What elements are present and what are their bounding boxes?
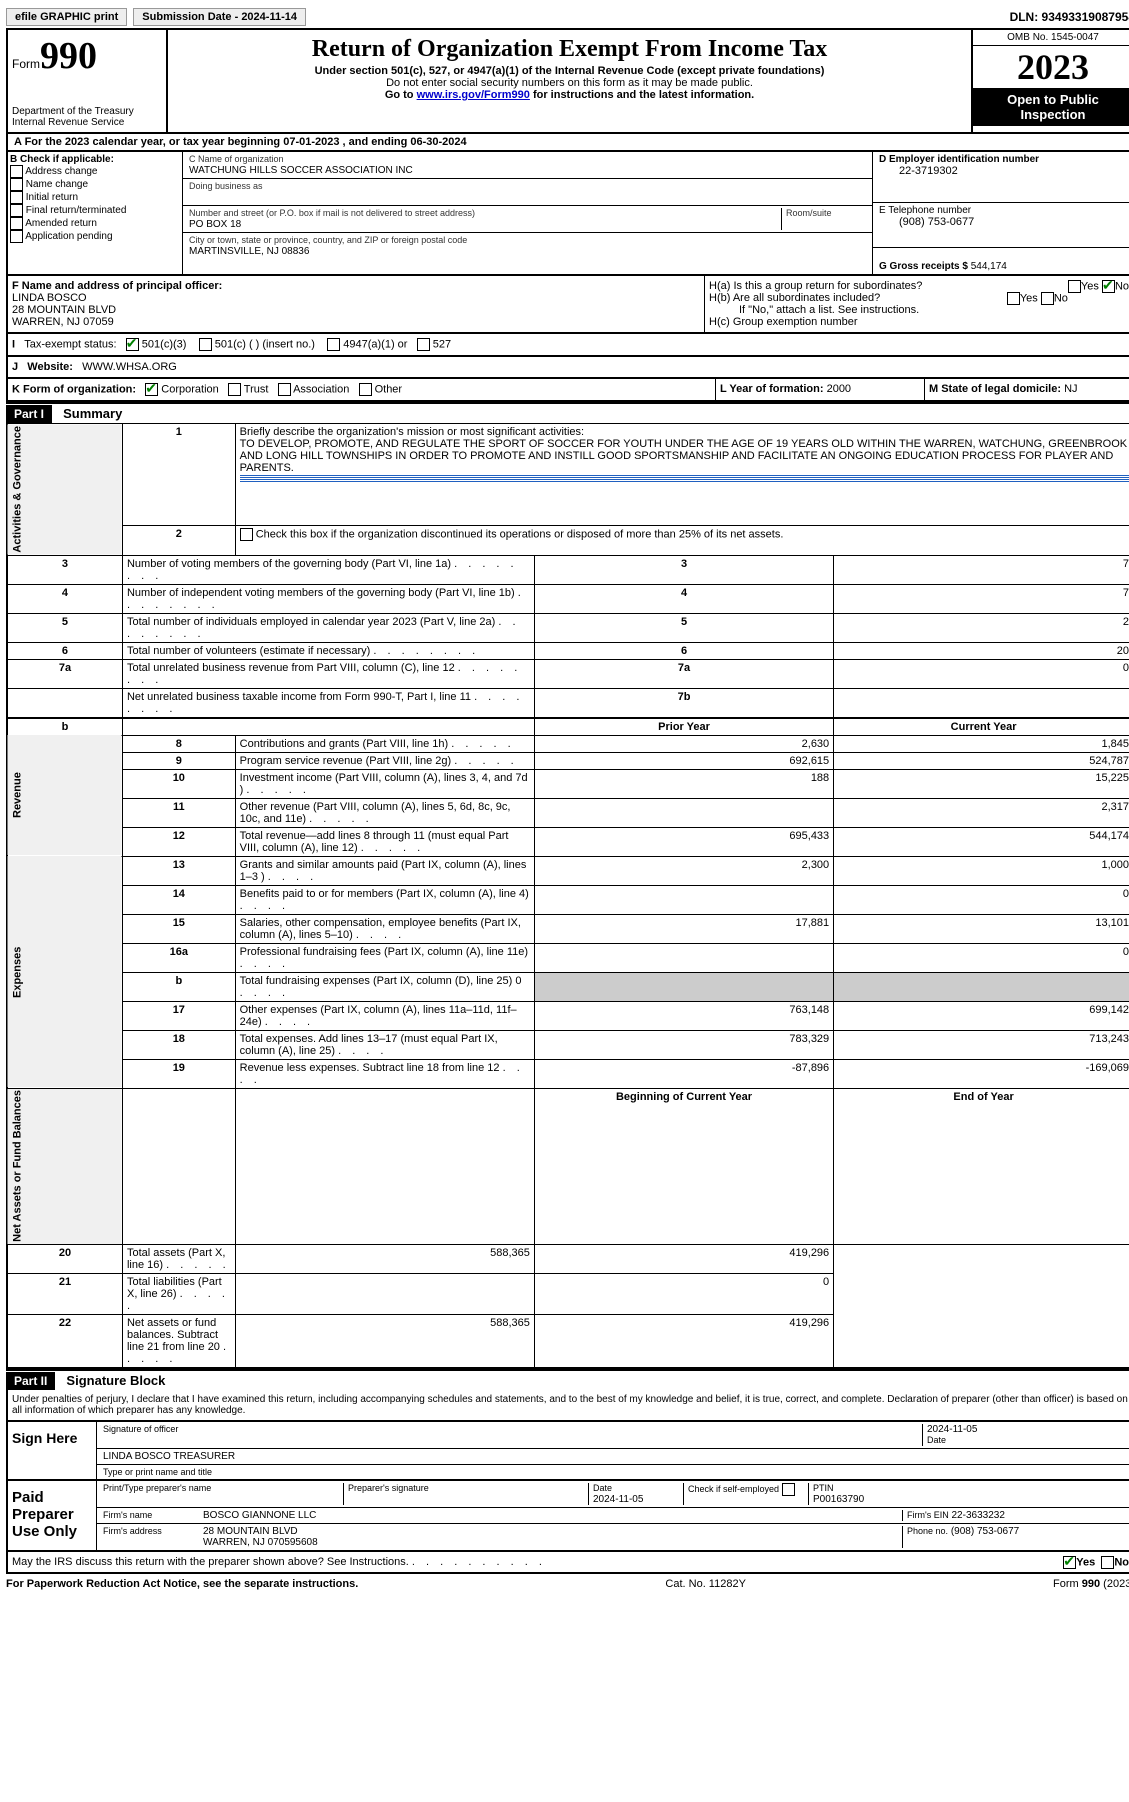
irs-label: Internal Revenue Service	[12, 117, 162, 128]
gross-receipts: 544,174	[971, 261, 1007, 272]
tax-year: 2023	[973, 46, 1129, 88]
officer-name: LINDA BOSCO	[12, 292, 87, 304]
part2-header: Part II	[6, 1372, 55, 1390]
signature-block: Sign Here Signature of officer2024-11-05…	[6, 1422, 1129, 1481]
section-m: M State of legal domicile: NJ	[925, 379, 1129, 400]
tab-netassets: Net Assets or Fund Balances	[7, 1088, 122, 1245]
website: WWW.WHSA.ORG	[82, 361, 177, 373]
form-number: 990	[40, 34, 97, 78]
form-word: Form	[12, 57, 40, 71]
subtitle-3: Go to www.irs.gov/Form990 for instructio…	[176, 89, 963, 101]
summary-table: Activities & Governance 1 Briefly descri…	[6, 423, 1129, 1369]
section-b: B Check if applicable: Address change Na…	[8, 152, 183, 274]
form-header: Form 990 Department of the Treasury Inte…	[6, 30, 1129, 134]
section-f: F Name and address of principal officer:…	[8, 276, 705, 332]
paid-preparer-label: Paid Preparer Use Only	[8, 1481, 97, 1550]
sign-here-label: Sign Here	[8, 1422, 97, 1479]
part1-header: Part I	[6, 405, 52, 423]
501c3-checkbox[interactable]	[126, 338, 139, 351]
mission-text: TO DEVELOP, PROMOTE, AND REGULATE THE SP…	[240, 438, 1127, 474]
ein: 22-3719302	[879, 165, 1127, 177]
section-i: I Tax-exempt status: 501(c)(3) 501(c) ( …	[6, 334, 1129, 357]
ptin: P00163790	[813, 1494, 864, 1505]
dln: DLN: 93493319087954	[1010, 10, 1129, 24]
section-k: K Form of organization: Corporation Trus…	[8, 379, 716, 400]
page-footer: For Paperwork Reduction Act Notice, see …	[6, 1574, 1129, 1594]
part1-title: Summary	[55, 404, 130, 423]
section-j: J Website: WWW.WHSA.ORG	[6, 357, 1129, 379]
tab-governance: Activities & Governance	[7, 424, 122, 556]
perjury-statement: Under penalties of perjury, I declare th…	[6, 1390, 1129, 1422]
part2-title: Signature Block	[58, 1371, 173, 1390]
officer-sig-name: LINDA BOSCO TREASURER	[103, 1451, 235, 1462]
phone: (908) 753-0677	[879, 216, 1127, 228]
line-a: A For the 2023 calendar year, or tax yea…	[6, 134, 1129, 152]
dept-treasury: Department of the Treasury	[12, 106, 162, 117]
section-c: C Name of organizationWATCHUNG HILLS SOC…	[183, 152, 873, 274]
irs-link[interactable]: www.irs.gov/Form990	[417, 89, 530, 101]
discuss-line: May the IRS discuss this return with the…	[6, 1552, 1129, 1574]
org-name: WATCHUNG HILLS SOCCER ASSOCIATION INC	[189, 165, 413, 176]
discuss-yes-checkbox[interactable]	[1063, 1556, 1076, 1569]
org-city: MARTINSVILLE, NJ 08836	[189, 246, 309, 257]
subtitle-1: Under section 501(c), 527, or 4947(a)(1)…	[176, 65, 963, 77]
open-public-badge: Open to Public Inspection	[973, 88, 1129, 126]
form-title: Return of Organization Exempt From Incom…	[176, 36, 963, 63]
submission-date: Submission Date - 2024-11-14	[133, 8, 306, 26]
subtitle-2: Do not enter social security numbers on …	[176, 77, 963, 89]
section-h: H(a) Is this a group return for subordin…	[705, 276, 1129, 332]
top-bar: efile GRAPHIC print Submission Date - 20…	[6, 6, 1129, 30]
org-street: PO BOX 18	[189, 219, 241, 230]
efile-print-button[interactable]: efile GRAPHIC print	[6, 8, 127, 26]
firm-name: BOSCO GIANNONE LLC	[203, 1510, 902, 1521]
omb-number: OMB No. 1545-0047	[973, 30, 1129, 46]
section-l: L Year of formation: 2000	[716, 379, 925, 400]
